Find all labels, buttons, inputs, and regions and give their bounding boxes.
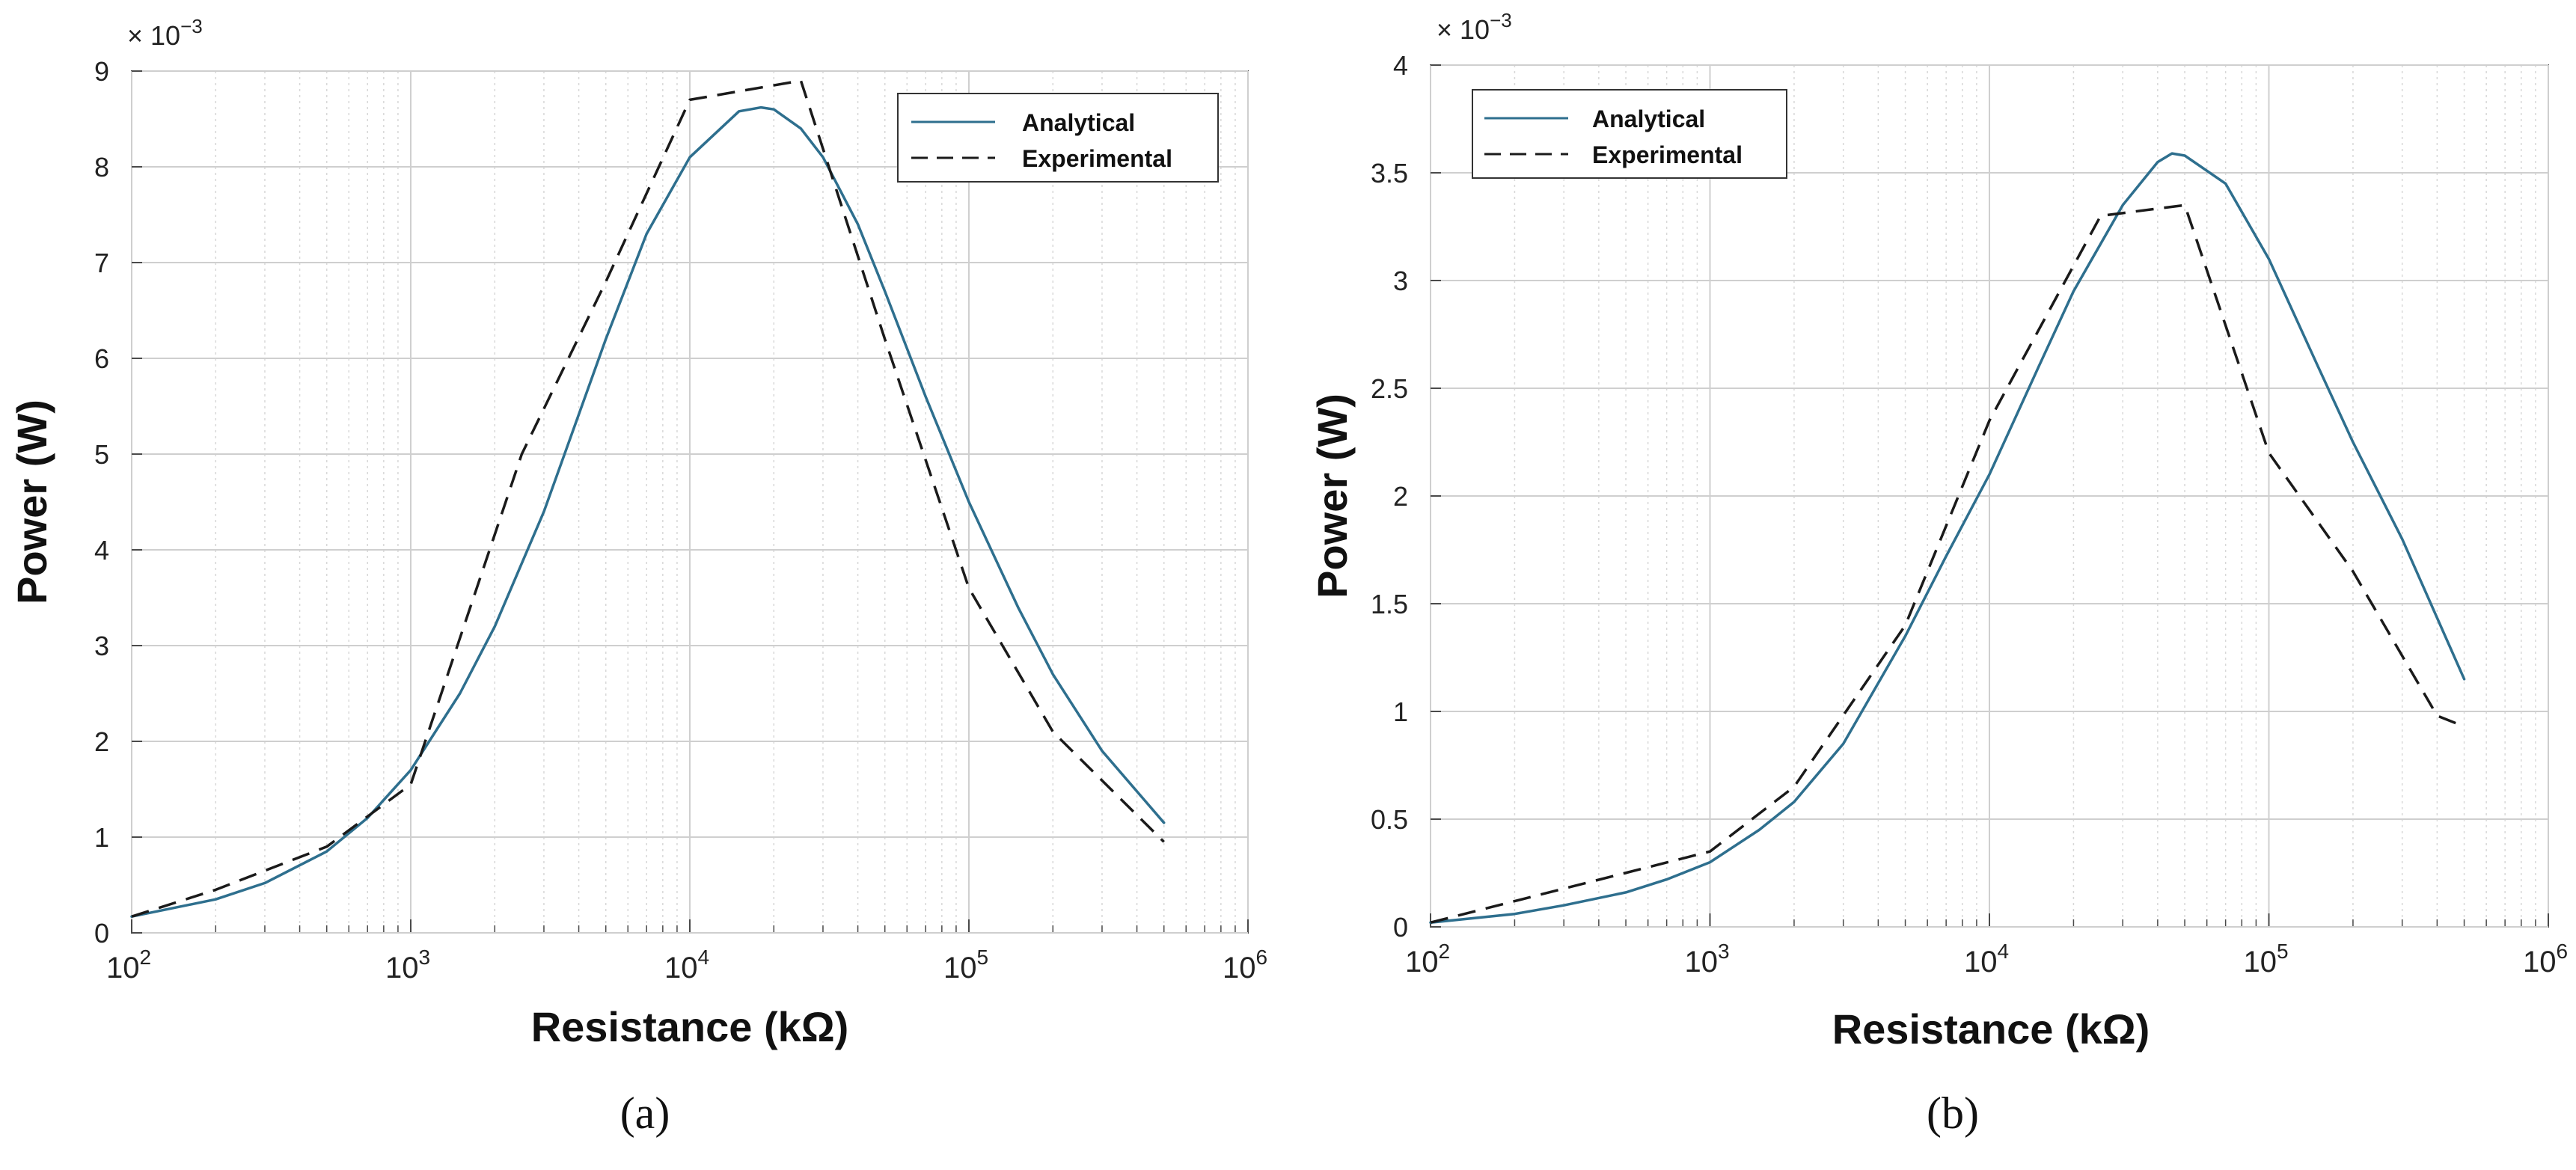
y-tick-label: 0.5 — [1371, 804, 1408, 835]
series-lines — [1429, 152, 2466, 924]
y-tick-label: 3 — [94, 631, 109, 661]
panel-label-a: (a) — [620, 1088, 670, 1138]
x-tick-labels: 102 103 104 105 106 — [106, 946, 1267, 984]
legend: Analytical Experimental — [1472, 89, 1787, 179]
chart-b: 0 0.5 1 1.5 2 2.5 3 3.5 4 102 103 104 105 106 × 10−3… — [1309, 9, 2568, 1138]
x-tick-label: 103 — [1684, 940, 1729, 978]
y-tick-label: 1 — [1393, 696, 1408, 727]
series-experimental-line — [131, 79, 1165, 918]
legend-label-analytical: Analytical — [1022, 109, 1135, 136]
x-tick-label: 104 — [1964, 940, 2009, 978]
y-tick-label: 9 — [94, 56, 109, 87]
y-tick-label: 4 — [1393, 50, 1408, 81]
x-axis-title: Resistance (kΩ) — [531, 1003, 849, 1050]
grid-minor — [215, 71, 1236, 933]
y-tick-label: 1.5 — [1371, 589, 1408, 619]
legend: Analytical Experimental — [897, 93, 1219, 183]
x-tick-labels: 102 103 104 105 106 — [1405, 940, 2568, 978]
y-tick-label: 2.5 — [1371, 373, 1408, 404]
series-analytical-line — [1429, 152, 2466, 924]
x-tick-label: 102 — [1405, 940, 1450, 978]
x-tick-label: 103 — [385, 946, 430, 984]
y-tick-label: 8 — [94, 152, 109, 183]
y-tick-labels: 0 1 2 3 4 5 6 7 8 9 — [94, 56, 109, 949]
chart-a: 0 1 2 3 4 5 6 7 8 9 102 103 104 105 106 × 10−3 Resist… — [8, 15, 1267, 1138]
y-axis-title: Power (W) — [8, 399, 55, 604]
series-experimental-line — [1430, 203, 2465, 924]
legend-label-experimental: Experimental — [1022, 145, 1172, 172]
x-tick-label: 106 — [2523, 940, 2568, 978]
y-tick-label: 3.5 — [1371, 158, 1408, 189]
y-tick-label: 0 — [1393, 912, 1408, 943]
y-tick-label: 4 — [94, 535, 109, 566]
x-tick-label: 105 — [2243, 940, 2288, 978]
legend-box — [897, 93, 1219, 183]
legend-label-experimental: Experimental — [1592, 141, 1743, 168]
panel-label-b: (b) — [1927, 1088, 1979, 1138]
grid-major — [1430, 64, 2549, 928]
x-tick-label: 102 — [106, 946, 151, 984]
y-tick-label: 2 — [1393, 481, 1408, 512]
y-tick-label: 7 — [94, 248, 109, 278]
legend-box — [1472, 89, 1787, 179]
y-exponent-label: × 10−3 — [1437, 9, 1512, 45]
x-axis-title: Resistance (kΩ) — [1832, 1005, 2150, 1053]
y-axis-title: Power (W) — [1309, 393, 1356, 598]
y-tick-labels: 0 0.5 1 1.5 2 2.5 3 3.5 4 — [1371, 50, 1408, 943]
x-tick-label: 104 — [664, 946, 709, 984]
y-tick-label: 1 — [94, 822, 109, 853]
y-tick-label: 6 — [94, 343, 109, 374]
y-tick-label: 3 — [1393, 266, 1408, 296]
y-tick-label: 0 — [94, 918, 109, 949]
y-exponent-label: × 10−3 — [127, 15, 203, 51]
x-tick-label: 105 — [943, 946, 988, 984]
legend-label-analytical: Analytical — [1592, 105, 1705, 132]
y-tick-label: 2 — [94, 726, 109, 757]
series-lines — [130, 79, 1166, 918]
y-tick-label: 5 — [94, 439, 109, 470]
x-tick-label: 106 — [1223, 946, 1267, 984]
